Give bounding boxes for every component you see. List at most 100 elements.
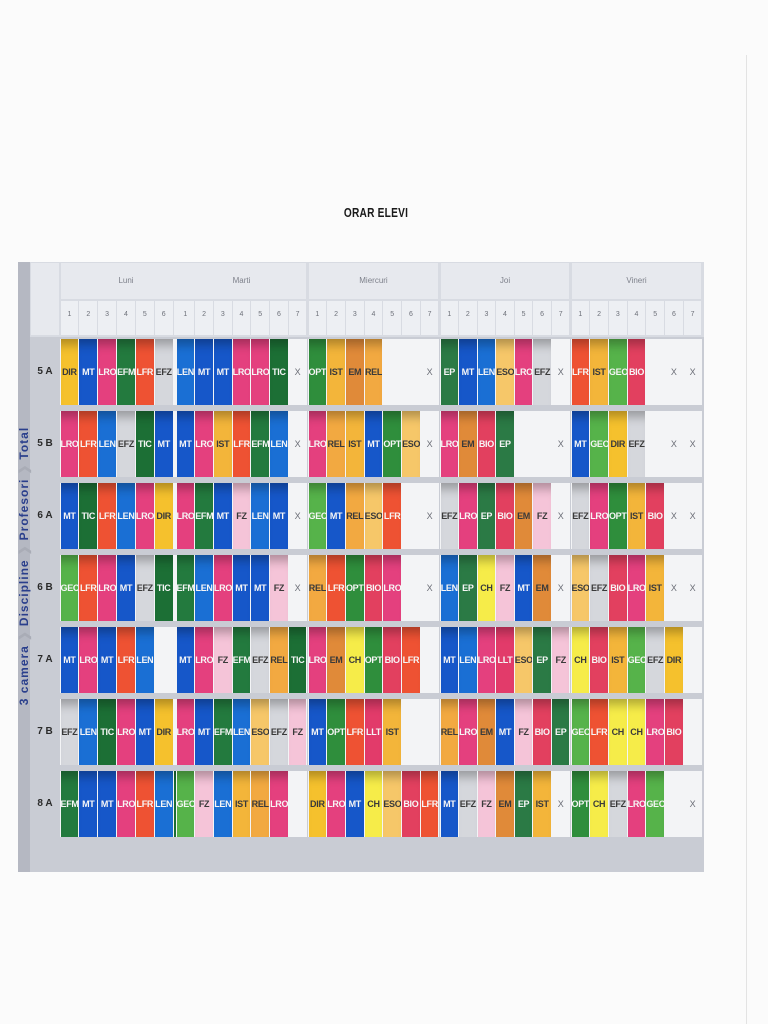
- lesson-cell[interactable]: EFZ: [533, 339, 551, 405]
- lesson-cell[interactable]: MT: [79, 339, 98, 405]
- lesson-cell[interactable]: DIR: [608, 411, 627, 477]
- lesson-cell[interactable]: LRO: [232, 339, 251, 405]
- lesson-cell[interactable]: EFM: [251, 411, 270, 477]
- lesson-cell[interactable]: IST: [646, 555, 665, 621]
- lesson-cell[interactable]: MT: [195, 699, 213, 765]
- lesson-cell[interactable]: OPT: [364, 627, 383, 693]
- lesson-cell[interactable]: TIC: [288, 627, 307, 693]
- lesson-cell[interactable]: EP: [514, 771, 533, 837]
- lesson-cell[interactable]: OPT: [571, 771, 590, 837]
- lesson-cell[interactable]: GEO: [176, 771, 195, 837]
- lesson-cell[interactable]: LFR: [383, 483, 402, 549]
- lesson-cell[interactable]: LFR: [571, 339, 590, 405]
- lesson-cell[interactable]: MT: [213, 339, 232, 405]
- lesson-cell[interactable]: MT: [60, 483, 79, 549]
- lesson-cell[interactable]: LFR: [232, 411, 251, 477]
- lesson-cell[interactable]: FZ: [533, 483, 551, 549]
- lesson-cell[interactable]: OPT: [608, 483, 627, 549]
- lesson-cell[interactable]: EFM: [176, 555, 195, 621]
- lesson-cell[interactable]: EFZ: [459, 771, 477, 837]
- lesson-cell[interactable]: DIR: [665, 627, 683, 693]
- lesson-cell[interactable]: LEN: [135, 627, 154, 693]
- lesson-cell[interactable]: GEO: [627, 627, 646, 693]
- lesson-cell[interactable]: BIO: [383, 627, 402, 693]
- lesson-cell[interactable]: LRO: [627, 771, 646, 837]
- lesson-cell[interactable]: REL: [345, 483, 364, 549]
- lesson-cell[interactable]: FZ: [213, 627, 232, 693]
- lesson-cell[interactable]: BIO: [627, 339, 646, 405]
- lesson-cell[interactable]: LRO: [459, 483, 477, 549]
- lesson-cell[interactable]: OPT: [345, 555, 364, 621]
- lesson-cell[interactable]: LFR: [98, 483, 117, 549]
- lesson-cell[interactable]: LRO: [514, 339, 533, 405]
- lesson-cell[interactable]: EP: [440, 339, 459, 405]
- lesson-cell[interactable]: MT: [496, 699, 514, 765]
- lesson-cell[interactable]: DIR: [308, 771, 327, 837]
- lesson-cell[interactable]: MT: [345, 771, 364, 837]
- lesson-cell[interactable]: MT: [251, 555, 270, 621]
- lesson-cell[interactable]: CH: [571, 627, 590, 693]
- lesson-cell[interactable]: EP: [496, 411, 514, 477]
- lesson-cell[interactable]: LEN: [117, 483, 135, 549]
- lesson-cell[interactable]: IST: [213, 411, 232, 477]
- lesson-cell[interactable]: EFZ: [608, 771, 627, 837]
- lesson-cell[interactable]: TIC: [79, 483, 98, 549]
- lesson-cell[interactable]: IST: [383, 699, 402, 765]
- lesson-cell[interactable]: EFZ: [270, 699, 288, 765]
- lesson-cell[interactable]: ESOC: [571, 555, 590, 621]
- lesson-cell[interactable]: LFR: [345, 699, 364, 765]
- lesson-cell[interactable]: LRO: [308, 411, 327, 477]
- lesson-cell[interactable]: LEN: [154, 771, 173, 837]
- lesson-cell[interactable]: EP: [551, 699, 570, 765]
- lesson-cell[interactable]: LRO: [98, 339, 117, 405]
- lesson-cell[interactable]: LEN: [459, 627, 477, 693]
- lesson-cell[interactable]: DIR: [60, 339, 79, 405]
- lesson-cell[interactable]: EFZ: [440, 483, 459, 549]
- lesson-cell[interactable]: TIC: [270, 339, 288, 405]
- lesson-cell[interactable]: LRO: [459, 699, 477, 765]
- lesson-cell[interactable]: LFR: [135, 339, 154, 405]
- lesson-cell[interactable]: EFZ: [154, 339, 173, 405]
- lesson-cell[interactable]: EFZ: [571, 483, 590, 549]
- lesson-cell[interactable]: LRO: [195, 627, 213, 693]
- lesson-cell[interactable]: OPT: [308, 339, 327, 405]
- lesson-cell[interactable]: IST: [608, 627, 627, 693]
- lesson-cell[interactable]: EP: [459, 555, 477, 621]
- lesson-cell[interactable]: BIO: [590, 627, 608, 693]
- lesson-cell[interactable]: MT: [327, 483, 345, 549]
- lesson-cell[interactable]: IST: [590, 339, 608, 405]
- lesson-cell[interactable]: LEN: [477, 339, 496, 405]
- lesson-cell[interactable]: CH: [627, 699, 646, 765]
- lesson-cell[interactable]: EP: [533, 627, 551, 693]
- lesson-cell[interactable]: FZ: [496, 555, 514, 621]
- lesson-cell[interactable]: TIC: [135, 411, 154, 477]
- lesson-cell[interactable]: EM: [514, 483, 533, 549]
- lesson-cell[interactable]: LRO: [117, 771, 135, 837]
- lesson-cell[interactable]: LFR: [79, 411, 98, 477]
- lesson-cell[interactable]: EM: [533, 555, 551, 621]
- lesson-cell[interactable]: MT: [195, 339, 213, 405]
- lesson-cell[interactable]: CH: [590, 771, 608, 837]
- lesson-cell[interactable]: LRO: [440, 411, 459, 477]
- lesson-cell[interactable]: MT: [98, 771, 117, 837]
- lesson-cell[interactable]: LRO: [195, 411, 213, 477]
- lesson-cell[interactable]: REL: [251, 771, 270, 837]
- lesson-cell[interactable]: LRO: [590, 483, 608, 549]
- lesson-cell[interactable]: EFM: [195, 483, 213, 549]
- lesson-cell[interactable]: TIC: [154, 555, 173, 621]
- lesson-cell[interactable]: LRO: [627, 555, 646, 621]
- lesson-cell[interactable]: LRO: [270, 771, 288, 837]
- lesson-cell[interactable]: MT: [440, 627, 459, 693]
- lesson-cell[interactable]: GEO: [646, 771, 665, 837]
- lesson-cell[interactable]: BIO: [364, 555, 383, 621]
- lesson-cell[interactable]: LRO: [308, 627, 327, 693]
- lesson-cell[interactable]: LFR: [420, 771, 439, 837]
- lesson-cell[interactable]: MT: [308, 699, 327, 765]
- lesson-cell[interactable]: FZ: [195, 771, 213, 837]
- lesson-cell[interactable]: ESOC: [364, 483, 383, 549]
- lesson-cell[interactable]: EM: [459, 411, 477, 477]
- lesson-cell[interactable]: MT: [514, 555, 533, 621]
- lesson-cell[interactable]: DIR: [154, 483, 173, 549]
- lesson-cell[interactable]: EFZ: [590, 555, 608, 621]
- lesson-cell[interactable]: BIO: [646, 483, 665, 549]
